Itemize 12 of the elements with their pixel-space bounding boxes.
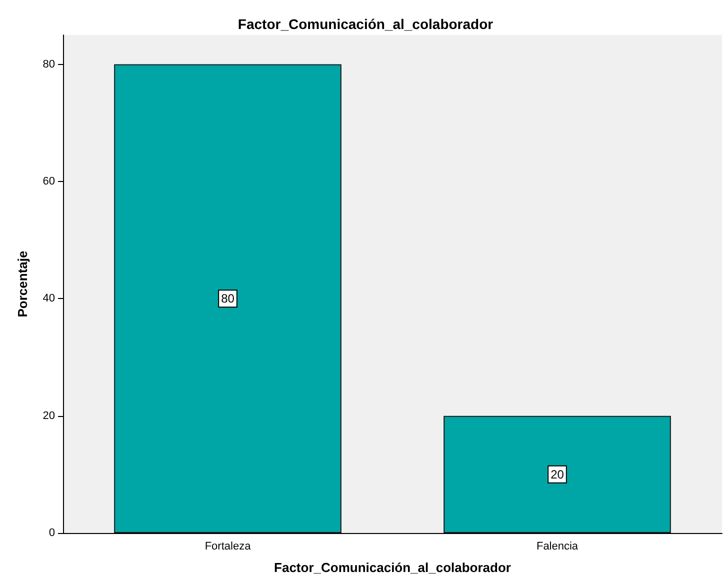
data-label: 20 bbox=[550, 467, 564, 482]
x-axis-title: Factor_Comunicación_al_colaborador bbox=[274, 560, 511, 575]
chart-title: Factor_Comunicación_al_colaborador bbox=[238, 16, 494, 32]
y-tick-label: 80 bbox=[42, 58, 55, 70]
y-axis-title: Porcentaje bbox=[15, 250, 30, 318]
y-tick-label: 40 bbox=[42, 292, 55, 305]
y-tick-label: 0 bbox=[48, 527, 55, 539]
y-tick-label: 60 bbox=[42, 175, 55, 188]
data-label: 80 bbox=[221, 292, 235, 306]
x-tick-label: Falencia bbox=[536, 540, 579, 552]
x-tick-label: Fortaleza bbox=[204, 540, 252, 552]
y-tick-label: 20 bbox=[42, 410, 55, 422]
